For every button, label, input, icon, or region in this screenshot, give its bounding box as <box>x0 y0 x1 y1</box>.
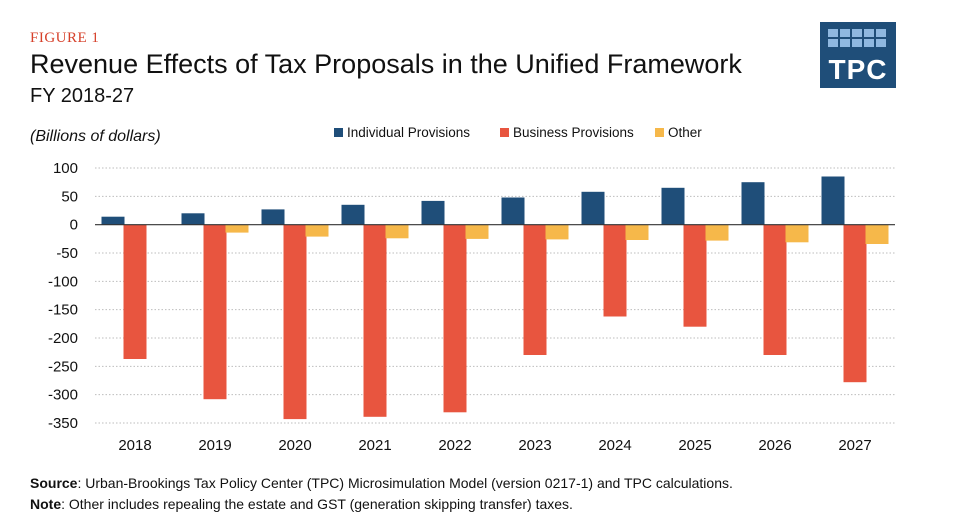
y-tick-label: 100 <box>53 160 78 177</box>
legend-label: Other <box>668 125 702 140</box>
x-tick-label: 2027 <box>838 437 871 454</box>
note-label: Note <box>30 496 62 512</box>
y-tick-label: -300 <box>48 387 78 404</box>
x-tick-label: 2018 <box>118 437 151 454</box>
y-tick-label: -150 <box>48 302 78 319</box>
source-label: Source <box>30 475 78 491</box>
note-text: : Other includes repealing the estate an… <box>61 496 573 512</box>
bar-business-provisions <box>523 224 547 355</box>
bar-business-provisions <box>203 224 227 400</box>
legend-swatch <box>334 128 343 137</box>
figure-label: FIGURE 1 <box>30 30 100 46</box>
tpc-logo: TPC <box>820 22 896 88</box>
source-note: Source: Urban-Brookings Tax Policy Cente… <box>30 475 733 491</box>
y-tick-label: -100 <box>48 273 78 290</box>
bar-chart: (Billions of dollars) 100 50 0 -50 -100 -150 -2… <box>30 125 895 454</box>
chart-title: Revenue Effects of Tax Proposals in the … <box>30 49 742 79</box>
logo-grid-icon <box>828 29 886 47</box>
legend-label: Individual Provisions <box>347 125 470 140</box>
bar-business-provisions <box>603 224 627 317</box>
bar-individual-provisions <box>661 187 685 225</box>
bar-business-provisions <box>363 224 387 417</box>
y-tick-label: -50 <box>56 245 78 262</box>
bar-individual-provisions <box>421 200 445 225</box>
bar-individual-provisions <box>181 213 205 225</box>
bar-other <box>865 224 889 244</box>
bar-business-provisions <box>123 224 147 359</box>
bar-other <box>545 224 569 240</box>
bar-business-provisions <box>443 224 467 413</box>
x-tick-label: 2025 <box>678 437 711 454</box>
bar-individual-provisions <box>741 182 765 225</box>
x-tick-label: 2026 <box>758 437 791 454</box>
bar-other <box>785 224 809 243</box>
bar-other <box>385 224 409 239</box>
bar-business-provisions <box>283 224 307 420</box>
chart-subtitle: FY 2018-27 <box>30 85 135 107</box>
bar-individual-provisions <box>101 216 125 225</box>
bar-individual-provisions <box>581 191 605 225</box>
y-tick-label: 0 <box>70 217 78 234</box>
x-tick-label: 2023 <box>518 437 551 454</box>
y-tick-label: -200 <box>48 330 78 347</box>
footnote: Note: Other includes repealing the estat… <box>30 496 573 512</box>
x-tick-label: 2021 <box>358 437 391 454</box>
bar-individual-provisions <box>501 197 525 225</box>
x-tick-label: 2022 <box>438 437 471 454</box>
y-tick-label: 50 <box>61 188 78 205</box>
bar-business-provisions <box>843 224 867 383</box>
x-tick-label: 2020 <box>278 437 311 454</box>
legend-label: Business Provisions <box>513 125 634 140</box>
logo-text: TPC <box>828 54 888 85</box>
legend-swatch <box>655 128 664 137</box>
bar-individual-provisions <box>821 176 845 225</box>
x-tick-label: 2019 <box>198 437 231 454</box>
bar-business-provisions <box>683 224 707 327</box>
bar-individual-provisions <box>341 204 365 225</box>
bar-other <box>225 224 249 233</box>
bar-other <box>625 224 649 240</box>
unit-label: (Billions of dollars) <box>30 128 161 145</box>
source-text: : Urban-Brookings Tax Policy Center (TPC… <box>77 475 733 491</box>
y-tick-label: -350 <box>48 415 78 432</box>
bar-other <box>305 224 329 237</box>
x-tick-label: 2024 <box>598 437 631 454</box>
bar-business-provisions <box>763 224 787 355</box>
y-tick-label: -250 <box>48 358 78 375</box>
legend-swatch <box>500 128 509 137</box>
bar-individual-provisions <box>261 209 285 225</box>
bar-other <box>465 224 489 239</box>
bar-other <box>705 224 729 241</box>
